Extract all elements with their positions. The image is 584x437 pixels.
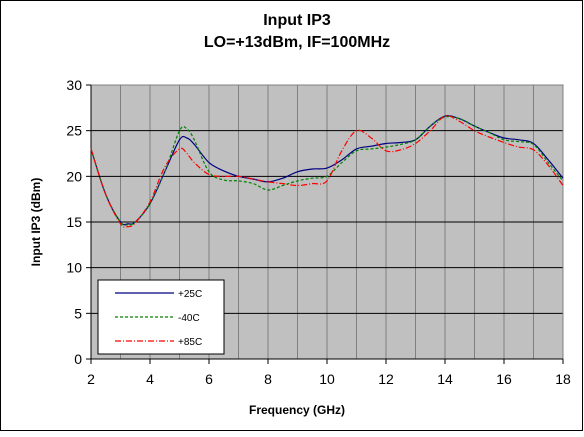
legend-label-2: -40C: [178, 313, 200, 324]
y-tick-label: 15: [66, 214, 82, 230]
legend-label-3: +85C: [178, 337, 202, 348]
x-tick-label: 10: [319, 371, 335, 387]
x-tick-label: 2: [87, 371, 95, 387]
legend-label-1: +25C: [178, 289, 202, 300]
series-layer: [90, 115, 564, 228]
x-tick-label: 4: [146, 371, 154, 387]
series-line-3: [90, 115, 564, 228]
legend: +25C -40C +85C: [97, 279, 225, 355]
x-tick-label: 14: [437, 371, 453, 387]
y-tick-label: 20: [66, 168, 82, 184]
series-line-1: [90, 115, 564, 226]
y-tick-label: 10: [66, 260, 82, 276]
x-tick-label: 16: [496, 371, 512, 387]
y-tick-label: 0: [74, 351, 82, 367]
chart-title: Input IP3: [263, 12, 331, 29]
y-axis-label: Input IP3 (dBm): [29, 178, 43, 267]
x-tick-label: 6: [205, 371, 213, 387]
x-tick-label: 18: [555, 371, 571, 387]
chart-subtitle: LO=+13dBm, IF=100MHz: [204, 34, 390, 51]
y-tick-label: 5: [74, 305, 82, 321]
y-tick-label: 30: [66, 77, 82, 93]
x-tick-label: 12: [378, 371, 394, 387]
x-tick-label: 8: [264, 371, 272, 387]
axes: 0 5 10 15 20 25 30 2 4 6 8 10 12 14 16 18: [66, 77, 571, 387]
y-tick-label: 25: [66, 123, 82, 139]
series-line-2: [90, 115, 564, 226]
x-axis-label: Frequency (GHz): [249, 403, 345, 417]
